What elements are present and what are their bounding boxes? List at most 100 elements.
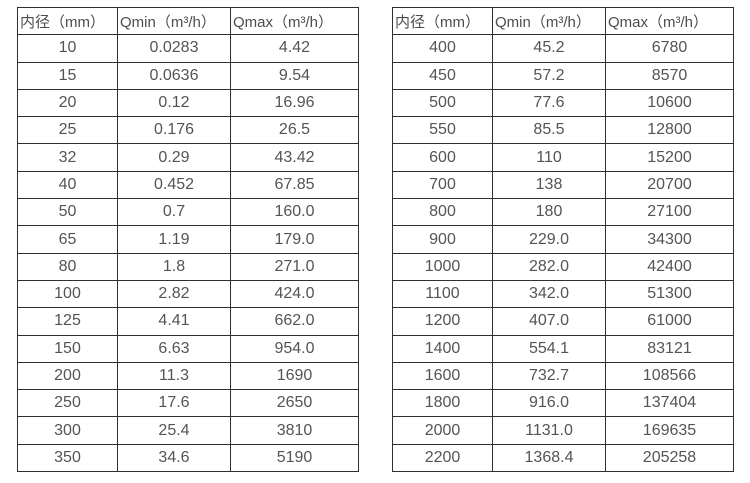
table-cell: 180 (492, 198, 606, 227)
table-cell: 900 (392, 225, 493, 254)
column-header-qmin: Qmin（m³/h） (117, 6, 231, 36)
table-cell: 2.82 (117, 279, 231, 309)
table-cell: 25 (17, 116, 118, 145)
table-cell: 26.5 (230, 116, 359, 145)
table-cell: 138 (492, 170, 606, 200)
table-cell: 916.0 (492, 389, 606, 418)
table-cell: 65 (17, 225, 118, 254)
table-row: 900 229.0 34300 (392, 225, 734, 254)
table-header-row: 内径（mm） Qmin（m³/h） Qmax（m³/h） (392, 6, 734, 36)
table-cell: 732.7 (492, 361, 606, 391)
table-row: 1400 554.1 83121 (392, 334, 734, 363)
table-row: 700 138 20700 (392, 170, 734, 200)
table-row: 2200 1368.4 205258 (392, 443, 734, 473)
table-cell: 83121 (605, 334, 734, 363)
table-cell: 150 (17, 334, 118, 363)
table-cell: 40 (17, 170, 118, 200)
table-row: 350 34.6 5190 (17, 443, 359, 473)
table-cell: 1000 (392, 252, 493, 281)
table-row: 65 1.19 179.0 (17, 225, 359, 254)
table-cell: 2650 (230, 389, 359, 418)
table-cell: 45.2 (492, 34, 606, 63)
table-cell: 550 (392, 116, 493, 145)
column-header-qmin: Qmin（m³/h） (492, 6, 606, 36)
table-cell: 2000 (392, 416, 493, 445)
table-cell: 67.85 (230, 170, 359, 200)
table-row: 15 0.0636 9.54 (17, 61, 359, 90)
table-cell: 25.4 (117, 416, 231, 445)
table-cell: 1800 (392, 389, 493, 418)
table-cell: 179.0 (230, 225, 359, 254)
table-row: 250 17.6 2650 (17, 389, 359, 418)
table-cell: 229.0 (492, 225, 606, 254)
table-cell: 954.0 (230, 334, 359, 363)
table-cell: 400 (392, 34, 493, 63)
table-cell: 1.19 (117, 225, 231, 254)
table-cell: 271.0 (230, 252, 359, 281)
table-cell: 300 (17, 416, 118, 445)
table-cell: 200 (17, 361, 118, 391)
table-cell: 0.12 (117, 88, 231, 118)
table-cell: 15200 (605, 143, 734, 172)
table-cell: 250 (17, 389, 118, 418)
table-cell: 6780 (605, 34, 734, 63)
table-cell: 4.42 (230, 34, 359, 63)
table-row: 450 57.2 8570 (392, 61, 734, 90)
column-header-qmax: Qmax（m³/h） (230, 6, 359, 36)
table-row: 1100 342.0 51300 (392, 279, 734, 309)
flow-spec-table-small-diameters: 内径（mm） Qmin（m³/h） Qmax（m³/h） 10 0.0283 4.4… (17, 6, 359, 473)
table-cell: 32 (17, 143, 118, 172)
table-cell: 17.6 (117, 389, 231, 418)
table-row: 125 4.41 662.0 (17, 307, 359, 336)
table-cell: 27100 (605, 198, 734, 227)
table-row: 1800 916.0 137404 (392, 389, 734, 418)
column-header-diameter: 内径（mm） (17, 6, 118, 36)
table-cell: 11.3 (117, 361, 231, 391)
table-cell: 407.0 (492, 307, 606, 336)
table-cell: 1368.4 (492, 443, 606, 473)
table-cell: 12800 (605, 116, 734, 145)
table-cell: 34.6 (117, 443, 231, 473)
table-cell: 600 (392, 143, 493, 172)
table-cell: 800 (392, 198, 493, 227)
table-row: 25 0.176 26.5 (17, 116, 359, 145)
table-cell: 10 (17, 34, 118, 63)
table-cell: 1131.0 (492, 416, 606, 445)
table-cell: 500 (392, 88, 493, 118)
table-cell: 10600 (605, 88, 734, 118)
table-cell: 42400 (605, 252, 734, 281)
table-cell: 0.176 (117, 116, 231, 145)
table-cell: 169635 (605, 416, 734, 445)
table-row: 1600 732.7 108566 (392, 361, 734, 391)
table-cell: 4.41 (117, 307, 231, 336)
table-row: 550 85.5 12800 (392, 116, 734, 145)
table-row: 20 0.12 16.96 (17, 88, 359, 118)
table-cell: 50 (17, 198, 118, 227)
table-cell: 1100 (392, 279, 493, 309)
table-row: 32 0.29 43.42 (17, 143, 359, 172)
table-cell: 85.5 (492, 116, 606, 145)
table-cell: 20 (17, 88, 118, 118)
table-cell: 8570 (605, 61, 734, 90)
table-row: 300 25.4 3810 (17, 416, 359, 445)
table-row: 50 0.7 160.0 (17, 198, 359, 227)
table-cell: 1690 (230, 361, 359, 391)
table-cell: 15 (17, 61, 118, 90)
table-cell: 80 (17, 252, 118, 281)
table-header-row: 内径（mm） Qmin（m³/h） Qmax（m³/h） (17, 6, 359, 36)
table-row: 10 0.0283 4.42 (17, 34, 359, 63)
table-row: 80 1.8 271.0 (17, 252, 359, 281)
table-cell: 9.54 (230, 61, 359, 90)
table-row: 1200 407.0 61000 (392, 307, 734, 336)
table-row: 内径（mm） Qmin（m³/h） Qmax（m³/h） (17, 6, 359, 36)
table-cell: 424.0 (230, 279, 359, 309)
table-cell: 0.0636 (117, 61, 231, 90)
table-cell: 16.96 (230, 88, 359, 118)
column-header-diameter: 内径（mm） (392, 6, 493, 36)
table-cell: 1600 (392, 361, 493, 391)
table-row: 400 45.2 6780 (392, 34, 734, 63)
table-body: 10 0.0283 4.42 15 0.0636 9.54 20 0.12 16.96 25 0.1… (17, 34, 359, 473)
table-cell: 1.8 (117, 252, 231, 281)
table-cell: 51300 (605, 279, 734, 309)
